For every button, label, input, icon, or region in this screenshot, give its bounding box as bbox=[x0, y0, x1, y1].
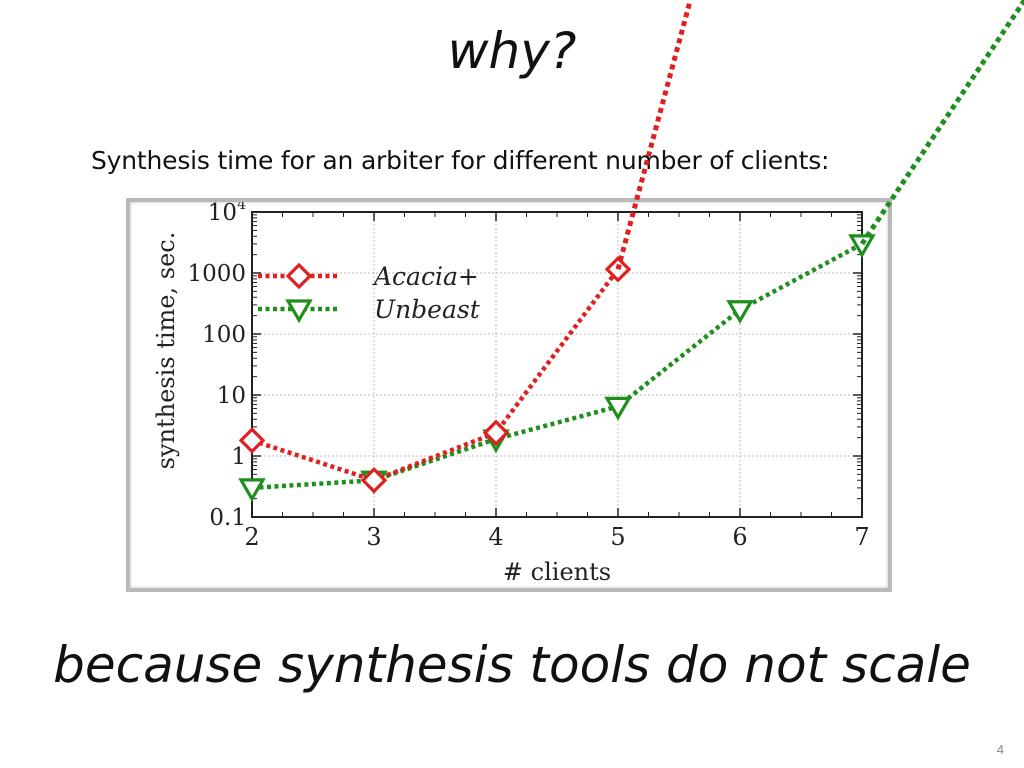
slide-conclusion: because synthesis tools do not scale bbox=[53, 636, 971, 694]
legend-label: Unbeast bbox=[374, 295, 481, 324]
data-point bbox=[604, 396, 632, 421]
trend-line-unbeast bbox=[859, 0, 1024, 246]
slide-title: why? bbox=[447, 22, 577, 80]
series-acacia bbox=[238, 256, 632, 494]
trend-line-acacia bbox=[615, 0, 693, 270]
y-tick-label: 100 bbox=[202, 322, 246, 348]
data-point bbox=[360, 467, 388, 494]
data-point bbox=[238, 478, 266, 503]
x-tick-label: 3 bbox=[366, 523, 381, 551]
series-line bbox=[251, 267, 620, 483]
legend: Acacia+ Unbeast bbox=[258, 262, 481, 324]
x-tick-label: 7 bbox=[854, 523, 869, 551]
y-tick-label: 10 bbox=[217, 383, 246, 409]
minor-ticks bbox=[252, 212, 862, 517]
legend-marker bbox=[285, 262, 313, 290]
data-point bbox=[848, 234, 876, 259]
y-tick-label: 1 bbox=[231, 444, 246, 470]
chart-caption: Synthesis time for an arbiter for differ… bbox=[91, 146, 830, 175]
y-tick-label: 0.1 bbox=[209, 505, 246, 531]
series-line bbox=[251, 241, 864, 491]
data-point bbox=[726, 300, 754, 324]
y-axis-label: synthesis time, sec. bbox=[152, 232, 180, 470]
y-tick-label: 1000 bbox=[187, 261, 246, 287]
x-tick-label: 5 bbox=[610, 523, 625, 551]
data-point bbox=[238, 427, 266, 454]
legend-label: Acacia+ bbox=[372, 262, 479, 291]
x-axis-label: # clients bbox=[503, 558, 611, 586]
slide-number: 4 bbox=[996, 742, 1004, 757]
chart-frame: 2 3 4 5 6 7 0.1 1 10 100 1000 104 # clients synthesis… bbox=[126, 197, 892, 592]
x-tick-label: 4 bbox=[488, 523, 503, 551]
data-point bbox=[482, 419, 510, 447]
x-tick-label: 2 bbox=[244, 523, 259, 551]
legend-marker bbox=[285, 299, 313, 324]
x-tick-label: 6 bbox=[732, 523, 747, 551]
